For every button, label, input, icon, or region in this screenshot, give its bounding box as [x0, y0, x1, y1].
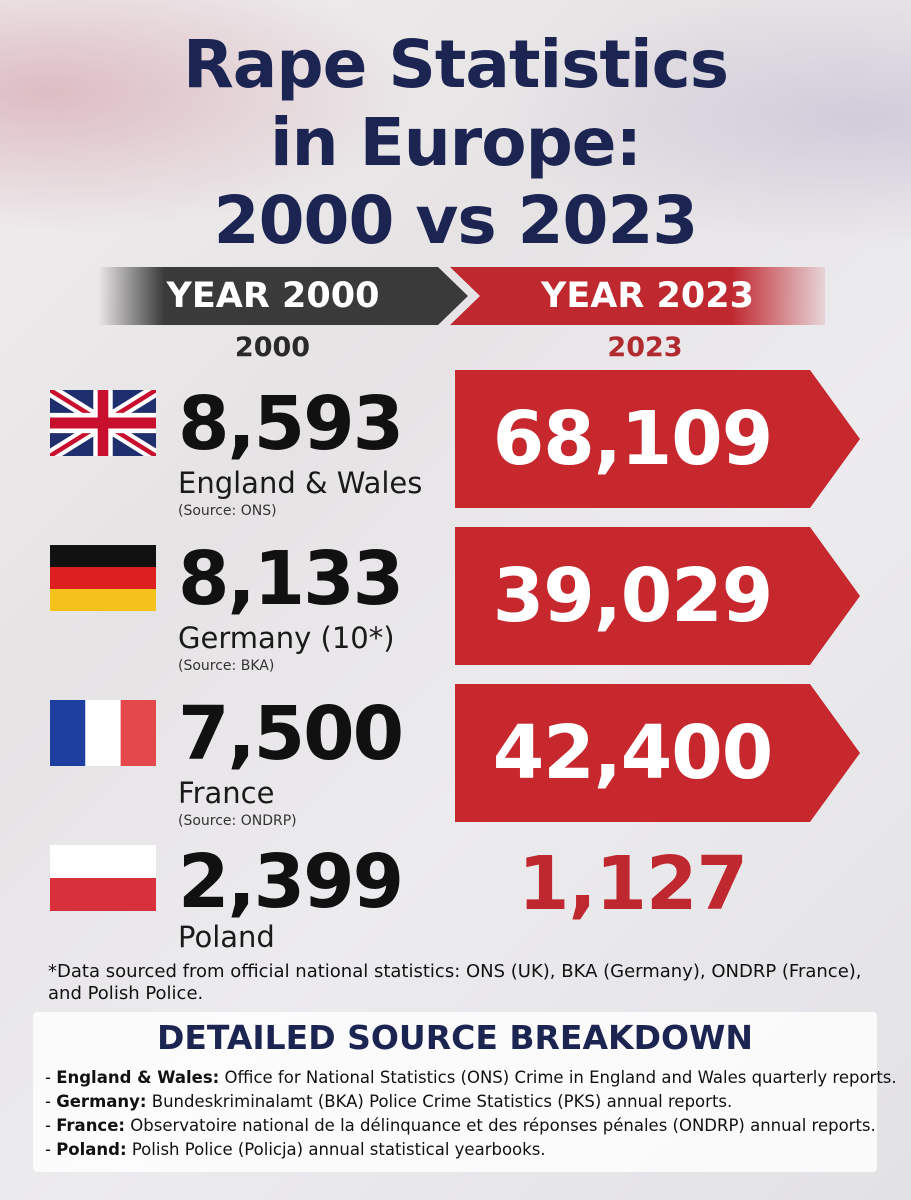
year-2000-banner: YEAR 2000: [98, 267, 468, 325]
item-label: Germany:: [56, 1092, 147, 1111]
source-label: (Source: ONDRP): [178, 813, 297, 829]
country-label: Germany (10*): [178, 621, 395, 655]
country-label: England & Wales: [178, 466, 423, 500]
source-label: (Source: BKA): [178, 658, 275, 674]
list-item: - Poland: Polish Police (Policja) annual…: [45, 1138, 875, 1162]
list-item: - England & Wales: Office for National S…: [45, 1066, 897, 1090]
item-label: France:: [56, 1116, 126, 1135]
value-2023: 68,109: [492, 396, 774, 482]
value-2023-arrow: 39,029: [455, 527, 860, 665]
poland-flag-icon: [50, 845, 156, 911]
background: [0, 0, 911, 420]
item-prefix: -: [45, 1092, 57, 1111]
item-prefix: -: [45, 1116, 57, 1135]
source-label: (Source: ONS): [178, 503, 277, 519]
item-label: England & Wales:: [56, 1068, 220, 1087]
value-2000: 8,133: [178, 536, 404, 622]
value-2023: 42,400: [492, 710, 774, 796]
footnote: *Data sourced from official national sta…: [48, 961, 862, 1004]
uk-flag-icon: [50, 390, 156, 456]
value-2023: 1,127: [517, 841, 748, 927]
item-prefix: -: [45, 1140, 57, 1159]
germany-flag-icon: [50, 545, 156, 611]
value-2000: 7,500: [178, 691, 404, 777]
page-title: Rape Statistics in Europe: 2000 vs 2023: [0, 26, 911, 260]
list-item: - France: Observatoire national de la dé…: [45, 1114, 876, 1138]
france-flag-icon: [50, 700, 156, 766]
item-label: Poland:: [56, 1140, 127, 1159]
year-2023-banner: YEAR 2023: [450, 267, 825, 325]
title-line-2: in Europe:: [270, 104, 642, 181]
title-line-3: 2000 vs 2023: [213, 182, 699, 259]
item-text: Polish Police (Policja) annual statistic…: [126, 1140, 546, 1159]
item-text: Observatoire national de la délinquance …: [125, 1116, 876, 1135]
value-2023-arrow: 42,400: [455, 684, 860, 822]
breakdown-title: DETAILED SOURCE BREAKDOWN: [156, 1018, 754, 1057]
value-2023-arrow: 68,109: [455, 370, 860, 508]
source-breakdown-panel: DETAILED SOURCE BREAKDOWN - England & Wa…: [33, 1012, 897, 1172]
item-text: Office for National Statistics (ONS) Cri…: [219, 1068, 897, 1087]
item-text: Bundeskriminalamt (BKA) Police Crime Sta…: [146, 1092, 733, 1111]
year-2023-subheader: 2023: [607, 332, 683, 363]
breakdown-list: - England & Wales: Office for National S…: [45, 1066, 897, 1162]
list-item: - Germany: Bundeskriminalamt (BKA) Polic…: [45, 1090, 875, 1114]
value-2000: 2,399: [178, 839, 404, 925]
value-2023: 39,029: [492, 553, 774, 639]
country-label: France: [178, 776, 275, 810]
year-2000-subheader: 2000: [234, 332, 311, 363]
item-prefix: -: [45, 1068, 57, 1087]
country-label: Poland: [178, 920, 275, 954]
value-2000: 8,593: [178, 381, 404, 467]
title-line-1: Rape Statistics: [182, 26, 729, 103]
